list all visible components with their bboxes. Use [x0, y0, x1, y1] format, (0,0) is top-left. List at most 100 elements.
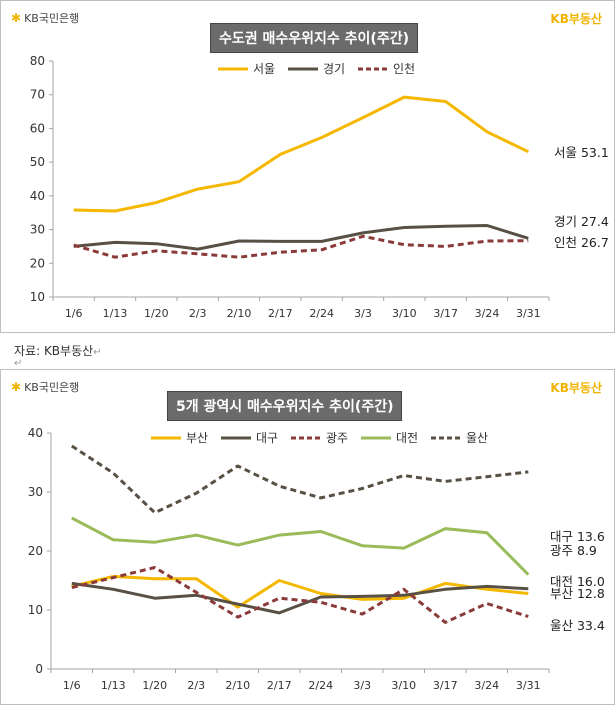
series-point-4	[402, 474, 405, 477]
x-tick-label: 1/20	[144, 307, 169, 320]
series-point-1	[319, 596, 322, 599]
series-point-3	[236, 544, 239, 547]
end-label-2: 광주 8.9	[550, 543, 597, 558]
series-point-0	[403, 96, 406, 99]
chart-metro: 0 10 20 30 40 1/6 1/13 1/20 2/3 2/10 2/17 2/24 3/3 3/…	[28, 426, 605, 692]
legend-label-0: 서울	[253, 62, 275, 76]
series-point-1	[361, 595, 364, 598]
series-point-1	[238, 240, 241, 243]
x-tick-label: 3/24	[475, 307, 500, 320]
x-tick-label: 1/6	[65, 307, 83, 320]
series-point-1	[320, 240, 323, 243]
series-point-2	[238, 256, 241, 259]
series-point-0	[114, 210, 117, 213]
series-point-2	[196, 252, 199, 255]
series-point-4	[153, 511, 156, 514]
legend-label-4: 울산	[466, 431, 488, 445]
series-point-0	[362, 116, 365, 119]
series-point-0	[444, 100, 447, 103]
series-point-2	[320, 248, 323, 251]
chart-title-capital: 수도권 매수우위지수 추이(주간)	[210, 23, 418, 53]
x-tick-label: 2/3	[189, 307, 207, 320]
series-point-1	[112, 588, 115, 591]
series-point-4	[236, 465, 239, 468]
series-point-4	[527, 470, 530, 473]
series-point-0	[236, 606, 239, 609]
series-point-1	[196, 248, 199, 251]
series-line-0	[73, 95, 529, 213]
series-point-1	[153, 597, 156, 600]
series-point-0	[155, 201, 158, 204]
series-point-1	[402, 594, 405, 597]
x-tick-label: 3/24	[474, 679, 499, 692]
series-point-2	[112, 576, 115, 579]
y-tick-label: 50	[30, 155, 45, 169]
y-tick-label: 60	[30, 121, 45, 135]
series-point-0	[319, 592, 322, 595]
y-tick-label: 80	[30, 54, 45, 68]
x-tick-label: 2/17	[268, 307, 293, 320]
x-tick-label: 1/13	[103, 307, 128, 320]
kb-bank-logo-text: KB국민은행	[24, 12, 80, 25]
series-line-3	[71, 516, 530, 576]
legend-label-0: 부산	[186, 431, 208, 445]
series-point-4	[70, 444, 73, 447]
x-tick-label: 1/20	[142, 679, 167, 692]
x-tick-label: 3/3	[354, 307, 372, 320]
kb-star-icon: ✱	[11, 11, 22, 25]
kb-brand-label-2: KB부동산	[550, 381, 602, 395]
y-tick-label: 40	[28, 426, 43, 440]
series-point-2	[236, 616, 239, 619]
x-tick-label: 2/10	[225, 679, 250, 692]
series-point-2	[278, 597, 281, 600]
x-tick-label: 1/6	[63, 679, 81, 692]
series-point-2	[319, 601, 322, 604]
series-point-1	[403, 226, 406, 229]
kb-bank-logo-2: ✱ KB국민은행	[11, 379, 79, 395]
series-point-2	[70, 586, 73, 589]
x-tick-label: 3/3	[353, 679, 371, 692]
series-point-1	[527, 587, 530, 590]
series-point-3	[112, 538, 115, 541]
series-line-4	[70, 444, 529, 515]
series-point-4	[112, 472, 115, 475]
end-label-1: 대구 13.6	[550, 529, 605, 544]
series-point-0	[279, 153, 282, 156]
series-point-2	[195, 591, 198, 594]
series-point-3	[319, 530, 322, 533]
series-point-4	[361, 487, 364, 490]
series-point-1	[444, 225, 447, 228]
series-point-0	[361, 598, 364, 601]
x-tick-label: 3/10	[392, 307, 417, 320]
series-line-2	[73, 234, 529, 259]
y-tick-label: 40	[30, 189, 45, 203]
series-point-0	[153, 577, 156, 580]
series-point-3	[70, 516, 73, 519]
series-point-1	[444, 588, 447, 591]
kb-star-icon: ✱	[11, 380, 22, 394]
legend-label-1: 경기	[323, 62, 345, 76]
series-point-3	[278, 534, 281, 537]
series-point-0	[196, 188, 199, 191]
x-tick-label: 2/17	[267, 679, 292, 692]
x-tick-label: 3/10	[391, 679, 416, 692]
series-point-1	[486, 224, 489, 227]
series-point-3	[153, 541, 156, 544]
x-tick-label: 2/10	[227, 307, 252, 320]
return-mark-2: ↵	[14, 358, 23, 369]
series-point-0	[320, 136, 323, 139]
legend-label-2: 인천	[393, 61, 415, 76]
end-label-4: 울산 33.4	[550, 618, 605, 633]
series-point-1	[155, 242, 158, 245]
series-line-2	[71, 566, 529, 624]
series-point-4	[319, 496, 322, 499]
series-point-2	[155, 249, 158, 252]
end-label-2: 인천 26.7	[554, 235, 609, 250]
x-tick-label: 3/31	[516, 307, 541, 320]
series-point-1	[362, 231, 365, 234]
chart-panel-capital: ✱ KB국민은행 KB부동산 수도권 매수우위지수 추이(주간) 10 20 30 4…	[0, 0, 615, 333]
series-point-0	[238, 180, 241, 183]
kb-bank-logo-text-2: KB국민은행	[24, 381, 80, 394]
y-tick-label: 30	[30, 223, 45, 237]
legend-label-1: 대구	[256, 431, 278, 445]
